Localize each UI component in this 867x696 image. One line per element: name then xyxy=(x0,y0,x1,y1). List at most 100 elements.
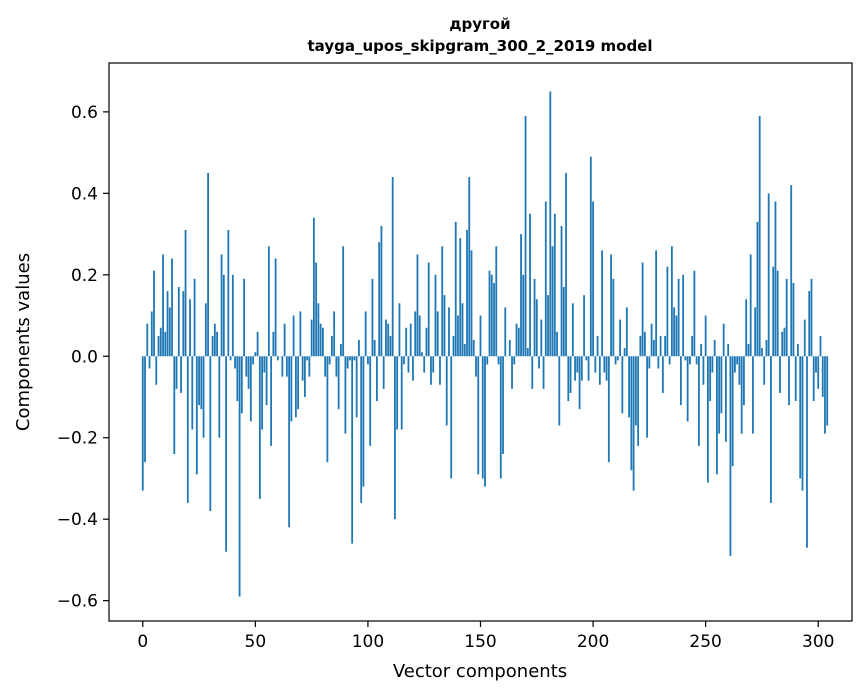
bar-component-192 xyxy=(574,356,576,381)
bar-component-166 xyxy=(515,323,518,357)
bar-component-54 xyxy=(263,356,266,373)
bar-component-186 xyxy=(560,225,563,357)
bar-component-87 xyxy=(337,356,340,410)
bar-component-277 xyxy=(765,339,768,357)
bar-component-75 xyxy=(310,319,313,357)
bar-component-231 xyxy=(661,356,664,393)
bar-component-136 xyxy=(448,307,450,357)
bar-component-247 xyxy=(698,356,700,446)
bar-component-238 xyxy=(677,278,680,357)
bar-component-28 xyxy=(204,303,207,357)
bar-component-95 xyxy=(355,356,358,418)
bar-component-145 xyxy=(468,177,471,357)
bar-component-27 xyxy=(202,356,205,438)
bar-component-168 xyxy=(520,234,522,357)
bar-component-203 xyxy=(598,356,601,385)
bar-component-189 xyxy=(567,356,570,402)
bar-component-102 xyxy=(371,278,374,357)
bar-component-223 xyxy=(643,331,646,357)
bar-component-304 xyxy=(826,356,829,426)
bar-component-146 xyxy=(470,250,473,357)
bar-component-272 xyxy=(754,307,757,357)
bar-component-108 xyxy=(385,319,387,357)
bar-component-147 xyxy=(472,339,475,357)
x-tick-label: 100 xyxy=(352,632,384,652)
bar-component-33 xyxy=(216,331,218,357)
bar-component-171 xyxy=(526,348,529,357)
bar-component-74 xyxy=(308,356,311,377)
bar-component-287 xyxy=(788,356,790,406)
bar-component-190 xyxy=(569,356,572,393)
bar-component-11 xyxy=(166,291,169,357)
bar-component-91 xyxy=(346,356,349,369)
x-axis-ticks: 0 50 100 150 200 250 300 xyxy=(137,621,834,652)
bar-component-129 xyxy=(432,356,435,373)
bar-component-236 xyxy=(673,307,676,357)
x-tick-label: 150 xyxy=(464,632,496,652)
bar-component-217 xyxy=(630,356,633,471)
bar-component-6 xyxy=(155,356,158,385)
bar-component-205 xyxy=(603,356,606,373)
bar-component-285 xyxy=(783,327,786,357)
bar-component-69 xyxy=(297,356,300,410)
bar-component-248 xyxy=(700,344,703,357)
y-axis-ticks: −0.6 −0.4 −0.2 0.0 0.2 0.4 0.6 xyxy=(57,103,109,612)
bar-component-49 xyxy=(252,356,254,365)
bar-component-5 xyxy=(153,270,155,357)
bar-component-151 xyxy=(481,356,484,479)
bar-component-242 xyxy=(686,356,689,422)
bar-component-21 xyxy=(189,299,191,357)
bar-component-112 xyxy=(394,356,396,520)
bar-component-134 xyxy=(443,295,446,357)
bar-component-211 xyxy=(616,356,619,361)
bar-component-284 xyxy=(781,331,784,357)
bar-component-68 xyxy=(294,356,297,418)
x-tick-label: 300 xyxy=(802,632,834,652)
bar-component-142 xyxy=(461,303,464,357)
bar-component-60 xyxy=(276,356,279,361)
y-axis-label: Components values xyxy=(13,253,34,431)
bar-component-113 xyxy=(396,356,399,430)
bar-component-177 xyxy=(540,319,543,357)
bar-component-133 xyxy=(441,246,444,357)
bar-component-187 xyxy=(562,287,565,357)
bar-component-275 xyxy=(761,348,763,357)
bar-component-76 xyxy=(312,217,315,357)
bar-component-81 xyxy=(324,356,327,377)
bar-component-103 xyxy=(373,339,376,357)
bar-component-278 xyxy=(767,193,770,357)
bar-component-161 xyxy=(504,307,507,357)
bar-component-224 xyxy=(646,356,649,438)
bar-component-45 xyxy=(243,278,245,357)
bar-component-77 xyxy=(315,262,318,357)
bar-component-181 xyxy=(549,91,552,357)
bar-component-65 xyxy=(288,356,291,528)
bar-component-92 xyxy=(349,356,351,361)
bar-component-169 xyxy=(522,274,525,357)
x-tick-label: 0 xyxy=(137,632,148,652)
bar-component-53 xyxy=(261,356,263,430)
bar-component-228 xyxy=(655,250,658,357)
bar-component-96 xyxy=(358,339,360,357)
bar-component-59 xyxy=(274,258,277,357)
bar-component-88 xyxy=(340,344,342,357)
y-tick-label: 0.0 xyxy=(71,347,98,367)
bar-component-20 xyxy=(186,356,189,503)
bar-component-283 xyxy=(779,356,781,393)
y-tick-label: 0.6 xyxy=(71,103,98,123)
bar-component-123 xyxy=(418,315,421,357)
bar-component-222 xyxy=(641,262,644,357)
bar-component-125 xyxy=(423,356,426,373)
y-tick-label: −0.6 xyxy=(57,592,98,612)
x-axis-label: Vector components xyxy=(393,661,567,682)
bar-component-132 xyxy=(439,356,441,385)
bar-component-38 xyxy=(227,229,230,357)
bar-component-32 xyxy=(213,323,216,357)
bar-component-199 xyxy=(589,156,592,357)
bar-component-100 xyxy=(367,356,369,365)
bar-component-114 xyxy=(398,303,401,357)
bar-component-188 xyxy=(565,172,567,357)
bar-component-22 xyxy=(191,356,194,430)
bar-component-7 xyxy=(157,335,160,357)
bar-component-48 xyxy=(249,356,252,422)
